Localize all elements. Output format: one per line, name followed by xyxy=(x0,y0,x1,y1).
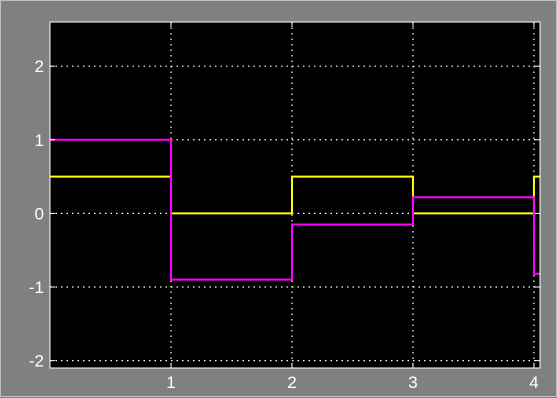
y-tick-label: -1 xyxy=(29,278,44,297)
y-tick-label: 1 xyxy=(35,131,44,150)
series-layer xyxy=(50,138,540,281)
x-tick-label: 4 xyxy=(529,373,538,392)
plot-area xyxy=(50,22,540,368)
x-tick-label: 1 xyxy=(166,373,175,392)
y-axis-ticks: -2 -1 0 1 2 xyxy=(29,57,540,371)
x-tick-label: 2 xyxy=(287,373,296,392)
series-line-2 xyxy=(50,138,540,281)
x-axis-ticks: 1 2 3 4 xyxy=(166,22,539,392)
y-tick-label: 2 xyxy=(35,57,44,76)
plot-border xyxy=(49,21,541,369)
x-tick-label: 3 xyxy=(408,373,417,392)
y-tick-label: -2 xyxy=(29,352,44,371)
y-tick-label: 0 xyxy=(35,204,44,223)
